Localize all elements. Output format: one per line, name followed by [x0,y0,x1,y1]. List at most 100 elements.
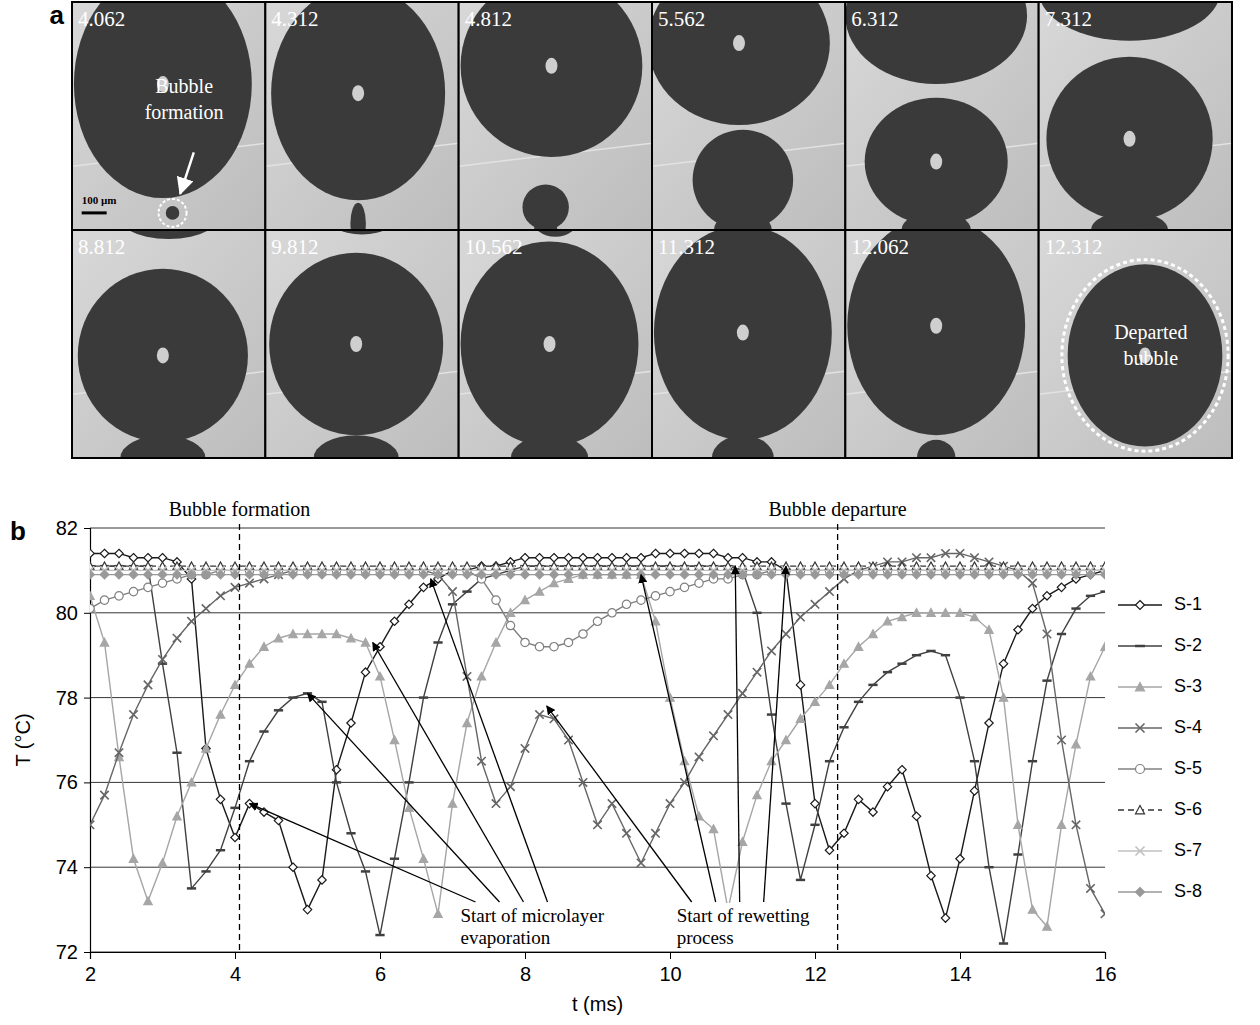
frame-background [265,230,458,458]
data-point [231,681,239,689]
data-point [332,630,340,638]
data-point [158,859,166,867]
data-point [593,553,601,561]
data-point [521,744,529,752]
data-point [868,684,877,687]
data-point [550,553,558,561]
data-point [158,553,166,561]
data-point [463,719,471,727]
data-point [419,696,428,699]
frame-time: 4.812 [465,7,512,31]
frame [72,2,265,230]
legend-label: S-6 [1174,799,1202,819]
data-point [622,570,630,578]
series-markers [90,562,1105,570]
data-point [1014,570,1022,578]
series-line [90,553,1105,913]
tick: 78 [56,687,90,709]
data-point [535,587,543,595]
tick: 6 [375,952,386,985]
data-point [1057,570,1065,578]
data-point [1086,884,1094,892]
grid [90,528,1105,952]
departed-label-line: Departed [1114,321,1187,344]
frame-time: 4.312 [271,7,318,31]
data-point [318,630,326,638]
data-point [434,570,442,578]
data-point [941,914,949,922]
departed-outline [1062,260,1228,452]
data-point [810,824,819,827]
annotation-label-line: Start of rewetting [677,905,810,926]
data-point [666,570,674,578]
data-point [796,613,804,621]
data-point [245,570,253,578]
data-point [579,570,587,578]
data-point [898,613,906,621]
data-point [361,570,369,578]
data-point [115,592,123,600]
departed-label-line: bubble [1124,347,1179,369]
data-point [912,553,920,561]
bubble [271,2,445,200]
data-point [100,596,108,604]
data-point [782,630,790,638]
legend-item: S-2 [1118,635,1202,655]
data-point [955,696,964,699]
legend-label: S-1 [1174,594,1202,614]
data-point [506,782,514,790]
data-point [796,879,805,882]
bubble-highlight [1124,131,1136,147]
tick-label: 12 [804,963,826,985]
data-point [869,630,877,638]
data-point [564,638,572,646]
data-point [230,807,239,810]
data-point [1028,905,1036,913]
panel-b: b246810121416727476788082t (ms)T (°C)Bub… [10,498,1202,1015]
annotation-arrow [431,579,548,902]
event-line [239,524,240,952]
x-axis-line [91,953,1106,960]
data-point [390,570,398,578]
data-point [796,681,804,689]
data-point [1028,579,1036,587]
bubble [120,435,205,458]
legend-marker [1136,888,1145,897]
legend-marker [1136,724,1145,733]
data-point [970,787,978,795]
legend-label: S-4 [1174,717,1202,737]
legend-marker [1136,847,1145,856]
bubble [845,2,1027,84]
data-point [187,887,196,890]
bubble [111,230,227,239]
data-point [347,719,355,727]
data-point [651,570,659,578]
frame [1039,230,1232,458]
series-markers [90,570,1105,578]
data-point [593,570,601,578]
bubble-highlight [157,347,169,363]
data-point [535,553,543,561]
bubble-highlight [352,85,364,101]
annotation-arrow [735,566,739,902]
data-point [956,855,964,863]
data-point [724,710,732,718]
data-point [840,829,848,837]
data-point [202,570,210,578]
legend-item: S-3 [1118,676,1202,696]
frame-time: 9.812 [271,235,318,259]
data-point [245,760,254,763]
data-point [956,549,964,557]
data-point [129,710,137,718]
data-point [144,681,152,689]
data-point [289,570,297,578]
grid-line [90,867,1105,868]
data-point [753,791,761,799]
data-point [695,579,703,587]
tick: 82 [56,517,90,539]
data-point [738,570,746,578]
data-point [680,583,688,591]
panel-label: a [50,0,65,30]
data-point [346,832,355,835]
data-point [666,587,674,595]
